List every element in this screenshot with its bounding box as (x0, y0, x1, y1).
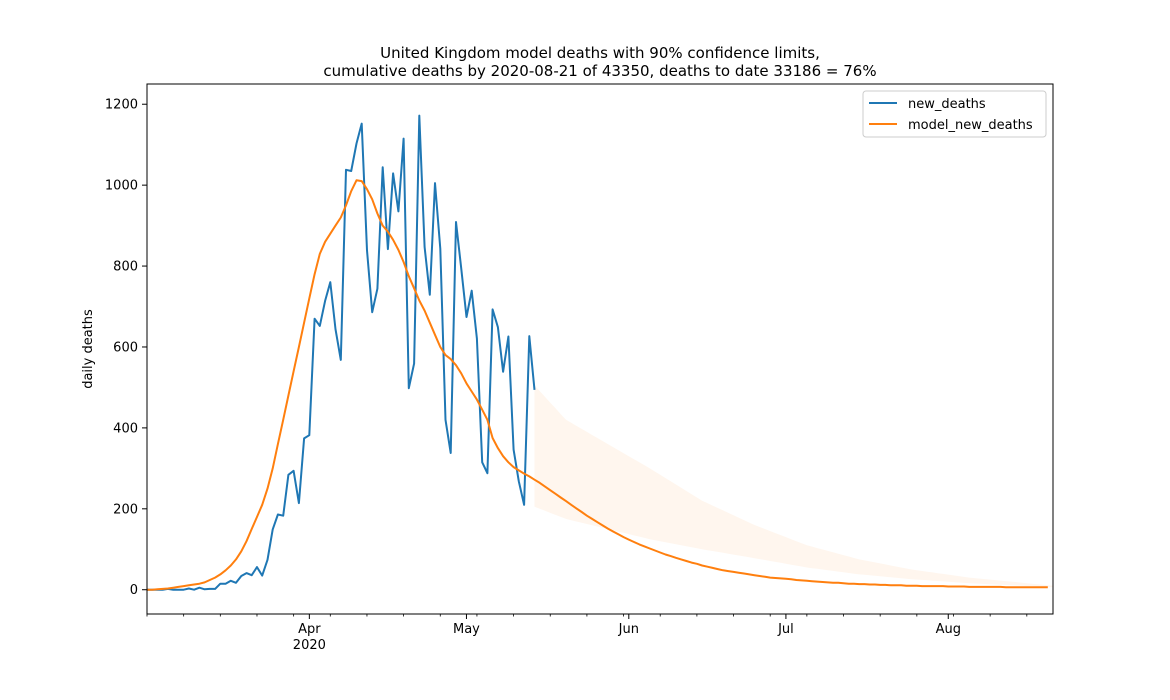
legend: new_deaths model_new_deaths (862, 90, 1047, 138)
chart-subtitle: cumulative deaths by 2020-08-21 of 43350… (323, 62, 876, 80)
confidence-band (534, 385, 1053, 588)
plot-area (147, 84, 1053, 614)
x-tick-label: Aug (936, 622, 961, 637)
x-tick-label: Jul (777, 622, 794, 637)
y-tick-label: 1000 (105, 179, 138, 194)
series-line-model-new-deaths (147, 179, 1048, 591)
y-tick-label: 600 (113, 340, 138, 355)
y-axis-label: daily deaths (81, 309, 96, 389)
legend-box (862, 90, 1047, 138)
chart-title: United Kingdom model deaths with 90% con… (380, 44, 820, 62)
legend-label-new-deaths: new_deaths (908, 97, 986, 112)
y-tick-label: 200 (113, 502, 138, 517)
series-layer (147, 114, 1048, 591)
x-tick-label: May (453, 622, 480, 637)
x-tick-label: Jun (618, 622, 639, 637)
x-tick-sublabel: 2020 (293, 638, 326, 653)
confidence-band-layer (534, 385, 1053, 588)
legend-label-model-new-deaths: model_new_deaths (908, 118, 1033, 133)
series-line-new-deaths (147, 114, 536, 591)
y-tick-label: 0 (130, 583, 138, 598)
y-tick-label: 1200 (105, 98, 138, 113)
y-tick-label: 800 (113, 260, 138, 275)
plot-frame (146, 83, 1054, 615)
x-tick-label: Apr (298, 622, 321, 637)
y-tick-label: 400 (113, 421, 138, 436)
